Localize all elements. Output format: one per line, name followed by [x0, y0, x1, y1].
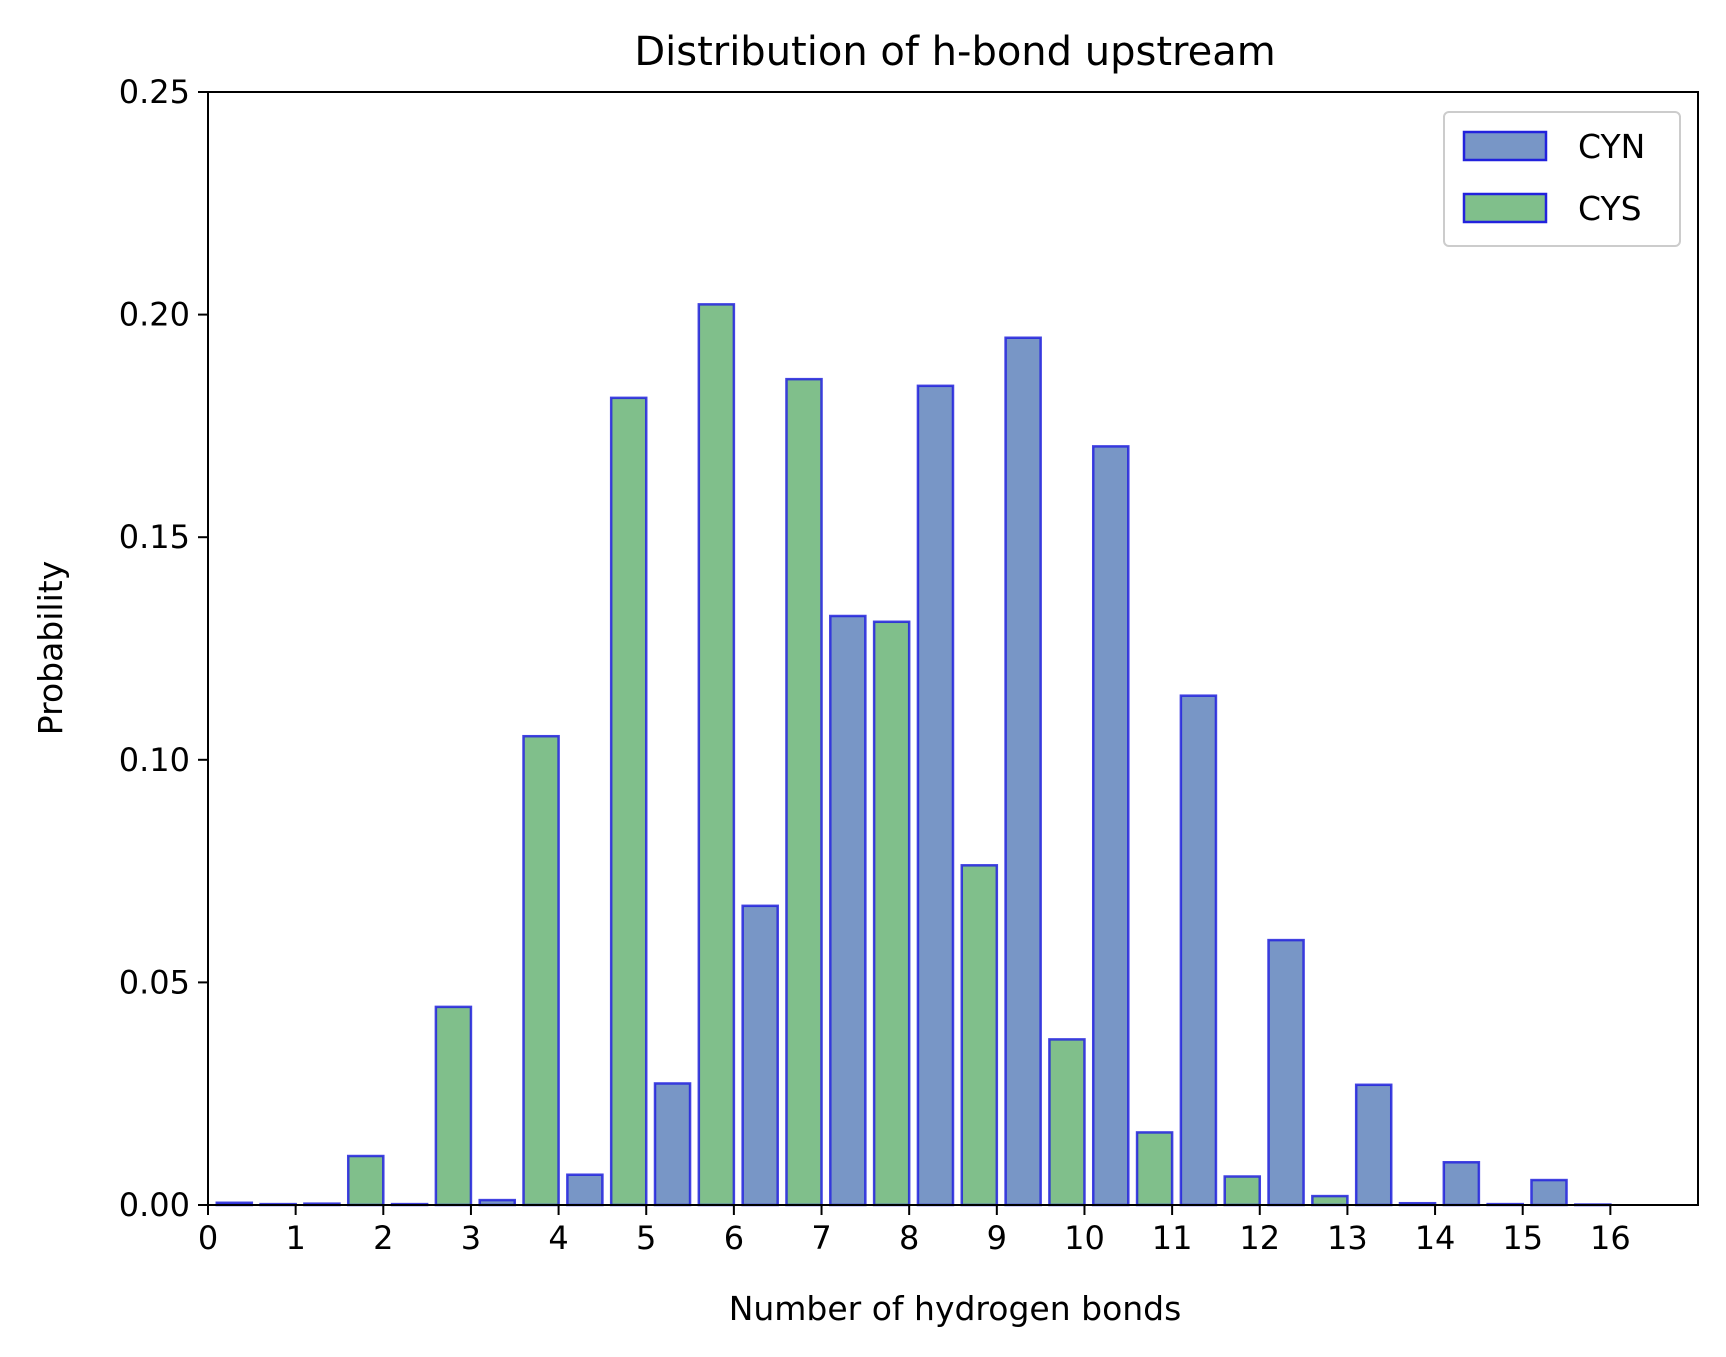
bar-cys-6	[785, 377, 823, 1207]
legend: CYN CYS	[1443, 111, 1681, 247]
bar-cys-2	[434, 1005, 473, 1207]
bar-cyn-8	[916, 384, 955, 1207]
y-axis-ticks: 0.00 0.05 0.10 0.15 0.20 0.25	[119, 73, 208, 1224]
x-tick-label: 11	[1152, 1219, 1193, 1257]
bars-group	[215, 303, 1612, 1207]
x-tick-label: 15	[1502, 1219, 1543, 1257]
x-tick-label: 2	[373, 1219, 393, 1257]
bar-cys-10	[1135, 1131, 1174, 1207]
bar-cyn-11	[1179, 694, 1218, 1207]
x-tick-label: 7	[811, 1219, 831, 1257]
bar-cyn-5	[653, 1082, 692, 1207]
bar-cys-8	[960, 864, 999, 1207]
bar-cyn-14	[1442, 1161, 1481, 1207]
bar-cyn-4	[566, 1173, 604, 1207]
x-tick-label: 9	[987, 1219, 1007, 1257]
bar-cys-7	[872, 620, 911, 1207]
bar-cys-11	[1223, 1175, 1262, 1207]
bar-cyn-7	[829, 614, 867, 1207]
bar-cyn-13	[1354, 1083, 1393, 1207]
y-tick-label: 0.05	[119, 963, 190, 1001]
y-tick-label: 0.00	[119, 1186, 190, 1224]
bar-cys-5	[697, 303, 736, 1207]
x-tick-label: 4	[548, 1219, 568, 1257]
legend-swatch-cyn	[1462, 130, 1548, 162]
bar-cys-9	[1048, 1038, 1086, 1207]
y-axis-label: Probability	[31, 561, 70, 735]
x-tick-label: 3	[461, 1219, 481, 1257]
y-tick-label: 0.15	[119, 518, 190, 556]
bar-cys-12	[1311, 1194, 1349, 1207]
bar-cyn-9	[1004, 336, 1042, 1207]
x-tick-label: 14	[1415, 1219, 1456, 1257]
bar-cys-4	[609, 396, 648, 1207]
x-tick-label: 8	[899, 1219, 919, 1257]
bar-cyn-12	[1267, 938, 1305, 1207]
x-tick-label: 1	[285, 1219, 305, 1257]
bar-cyn-6	[741, 904, 779, 1207]
x-tick-label: 0	[198, 1219, 218, 1257]
y-tick-label: 0.10	[119, 741, 190, 779]
chart-title: Distribution of h-bond upstream	[634, 29, 1275, 75]
x-tick-label: 6	[724, 1219, 744, 1257]
legend-swatch-cys	[1462, 192, 1548, 224]
bar-cys-1	[346, 1154, 385, 1207]
bar-cyn-15	[1530, 1178, 1568, 1207]
legend-label-cyn: CYN	[1578, 127, 1645, 166]
y-tick-label: 0.20	[119, 296, 190, 334]
x-axis-ticks: 0 1 2 3 4 5 6 7 8 9 10 11 12 13 14 15 16	[198, 1205, 1631, 1257]
y-tick-label: 0.25	[119, 73, 190, 111]
x-tick-label: 16	[1590, 1219, 1631, 1257]
x-tick-label: 13	[1327, 1219, 1368, 1257]
bar-cyn-10	[1091, 445, 1130, 1207]
legend-label-cys: CYS	[1578, 189, 1642, 228]
bar-cys-3	[522, 734, 560, 1207]
plot-frame	[207, 91, 1699, 1206]
x-axis-label: Number of hydrogen bonds	[729, 1289, 1182, 1328]
x-tick-label: 12	[1239, 1219, 1280, 1257]
x-tick-label: 10	[1064, 1219, 1105, 1257]
x-tick-label: 5	[636, 1219, 656, 1257]
